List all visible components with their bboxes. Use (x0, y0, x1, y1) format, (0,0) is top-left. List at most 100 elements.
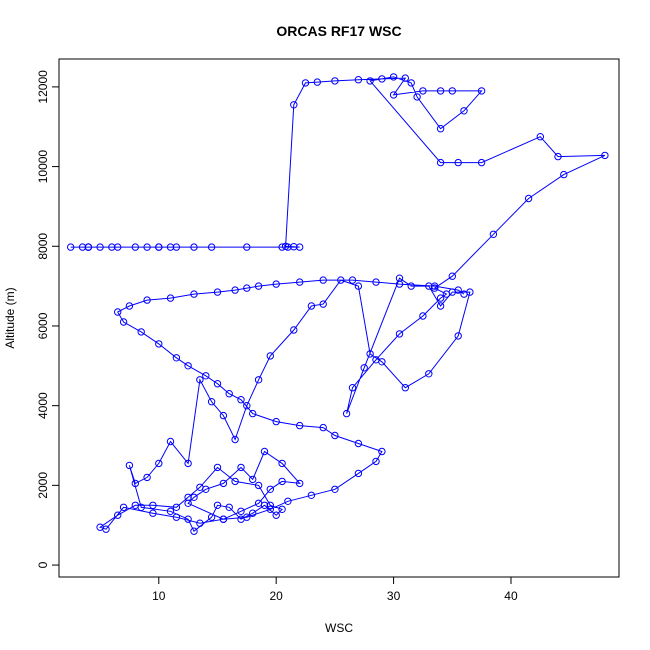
data-point (260, 447, 269, 456)
data-point (348, 384, 357, 392)
data-point (331, 77, 339, 85)
data-point (454, 158, 462, 167)
data-point (219, 515, 228, 523)
y-tick-label: 4000 (36, 392, 50, 419)
data-point (266, 485, 274, 493)
data-point (296, 421, 304, 430)
data-point (354, 76, 363, 84)
data-point (266, 505, 274, 513)
data-point (407, 79, 415, 87)
data-point (348, 276, 357, 284)
data-point (307, 491, 316, 499)
data-point (119, 503, 128, 511)
data-point (354, 469, 363, 478)
data-point (225, 390, 233, 398)
data-point (184, 515, 192, 523)
data-point (143, 243, 151, 251)
data-point (319, 300, 327, 308)
data-point (166, 294, 175, 302)
data-point (489, 230, 498, 239)
data-point (366, 77, 374, 85)
data-point (425, 370, 433, 378)
data-point (296, 278, 304, 286)
data-point (372, 278, 380, 286)
data-point (378, 358, 386, 366)
data-point (272, 280, 280, 288)
data-point (184, 499, 192, 507)
y-axis-label: Altitude (m) (3, 287, 17, 348)
series-line (70, 76, 606, 532)
data-point (184, 459, 192, 468)
data-point (237, 463, 245, 472)
data-point (213, 380, 222, 388)
data-point (172, 513, 181, 521)
x-tick-label: 30 (387, 589, 401, 603)
data-point (172, 503, 181, 511)
data-point (354, 282, 363, 290)
data-point (378, 447, 386, 456)
data-point (207, 398, 216, 406)
data-point (172, 243, 181, 251)
data-point (243, 402, 251, 410)
data-point (407, 282, 415, 290)
x-tick-label: 10 (152, 589, 166, 603)
data-point (278, 459, 286, 468)
data-point (477, 158, 486, 167)
data-point (231, 477, 239, 486)
data-point (243, 284, 251, 292)
data-point (254, 481, 263, 490)
data-point (460, 290, 468, 298)
data-point (166, 437, 175, 446)
data-point (372, 457, 380, 466)
data-point (149, 501, 157, 509)
data-point (131, 243, 140, 251)
data-point (190, 527, 198, 535)
data-point (202, 485, 210, 493)
y-tick-label: 8000 (36, 233, 50, 260)
data-point (243, 513, 251, 521)
data-point (213, 288, 222, 296)
data-point (272, 511, 280, 519)
data-point (184, 362, 192, 370)
x-tick-label: 40 (504, 589, 518, 603)
data-point (243, 243, 251, 251)
data-point (560, 170, 568, 179)
data-point (119, 318, 128, 326)
data-point (436, 125, 445, 133)
data-point (354, 439, 363, 448)
data-point (190, 243, 198, 251)
chart-title: ORCAS RF17 WSC (276, 23, 401, 39)
data-point (448, 87, 456, 95)
data-point (536, 133, 544, 141)
data-point (190, 290, 198, 298)
x-tick-label: 20 (270, 589, 284, 603)
data-point (278, 505, 286, 513)
data-point (366, 350, 374, 358)
data-point (290, 326, 298, 334)
data-point (431, 282, 439, 290)
data-point (166, 243, 175, 251)
data-point (114, 511, 122, 519)
data-point (454, 332, 462, 340)
data-point (360, 364, 368, 372)
data-point (155, 243, 163, 251)
data-point (213, 501, 222, 509)
data-point (272, 417, 280, 426)
data-point (419, 312, 427, 320)
data-point (389, 91, 398, 99)
data-point (342, 409, 351, 418)
y-tick-label: 6000 (36, 312, 50, 339)
data-point (278, 243, 286, 251)
data-point (436, 158, 445, 167)
data-point (155, 459, 163, 468)
data-point (202, 372, 210, 380)
data-point (278, 477, 286, 486)
data-point (125, 302, 134, 310)
data-point (419, 87, 427, 95)
data-point (436, 302, 445, 310)
data-point (436, 87, 445, 95)
y-tick-label: 10000 (36, 150, 50, 184)
data-point (67, 243, 75, 251)
